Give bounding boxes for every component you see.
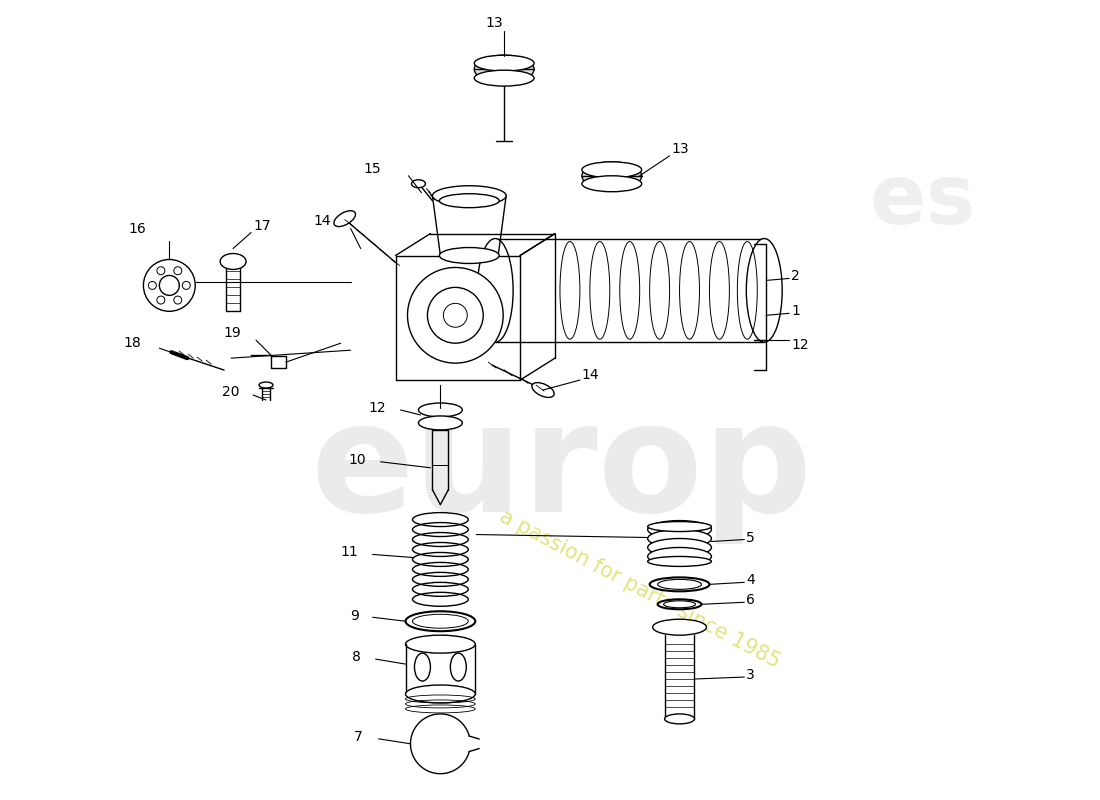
Text: 5: 5 <box>746 530 755 545</box>
Text: 8: 8 <box>352 650 361 664</box>
Text: 20: 20 <box>221 385 239 399</box>
Ellipse shape <box>582 176 641 192</box>
Ellipse shape <box>648 522 712 531</box>
Ellipse shape <box>439 194 499 208</box>
Text: 12: 12 <box>791 338 808 352</box>
Ellipse shape <box>746 238 782 342</box>
Ellipse shape <box>439 247 499 263</box>
Text: 19: 19 <box>223 326 241 340</box>
Text: 10: 10 <box>348 453 365 466</box>
Ellipse shape <box>406 685 475 703</box>
Text: es: es <box>869 160 976 241</box>
Text: 18: 18 <box>123 336 142 350</box>
Text: 12: 12 <box>367 401 386 415</box>
Ellipse shape <box>474 70 535 86</box>
Ellipse shape <box>143 259 195 311</box>
Text: 3: 3 <box>746 668 755 682</box>
Ellipse shape <box>532 382 554 398</box>
Ellipse shape <box>412 614 469 628</box>
Ellipse shape <box>220 254 246 270</box>
Ellipse shape <box>418 403 462 417</box>
Ellipse shape <box>406 611 475 631</box>
Ellipse shape <box>174 296 182 304</box>
Text: europ: europ <box>311 395 813 544</box>
Ellipse shape <box>648 521 712 538</box>
Ellipse shape <box>258 382 273 388</box>
Text: 14: 14 <box>582 368 600 382</box>
Ellipse shape <box>411 180 426 188</box>
Ellipse shape <box>443 303 468 327</box>
Text: 1: 1 <box>791 304 800 318</box>
Ellipse shape <box>658 599 702 610</box>
Text: 2: 2 <box>791 270 800 283</box>
Text: 14: 14 <box>314 214 331 228</box>
Ellipse shape <box>450 653 466 681</box>
Ellipse shape <box>663 601 695 608</box>
Ellipse shape <box>582 162 641 190</box>
Text: 15: 15 <box>363 162 381 176</box>
Ellipse shape <box>648 530 712 547</box>
Ellipse shape <box>648 538 712 557</box>
Text: 9: 9 <box>350 610 359 623</box>
Ellipse shape <box>334 210 355 226</box>
Text: 4: 4 <box>746 574 755 587</box>
Text: 13: 13 <box>672 142 690 156</box>
Ellipse shape <box>658 579 702 590</box>
Ellipse shape <box>652 619 706 635</box>
Ellipse shape <box>648 557 712 566</box>
Ellipse shape <box>415 653 430 681</box>
Text: 17: 17 <box>253 218 271 233</box>
Text: a passion for parts since 1985: a passion for parts since 1985 <box>496 506 783 672</box>
Text: 13: 13 <box>485 16 503 30</box>
Ellipse shape <box>407 267 503 363</box>
Ellipse shape <box>648 547 712 566</box>
Ellipse shape <box>160 275 179 295</box>
Ellipse shape <box>418 416 462 430</box>
Text: 6: 6 <box>746 594 756 607</box>
Text: 11: 11 <box>341 546 359 559</box>
Ellipse shape <box>664 714 694 724</box>
Ellipse shape <box>474 55 535 83</box>
Ellipse shape <box>157 296 165 304</box>
Ellipse shape <box>474 55 535 71</box>
Ellipse shape <box>582 162 641 178</box>
Ellipse shape <box>432 186 506 206</box>
Ellipse shape <box>406 635 475 653</box>
Ellipse shape <box>183 282 190 290</box>
Ellipse shape <box>174 266 182 274</box>
Ellipse shape <box>148 282 156 290</box>
Ellipse shape <box>650 578 710 591</box>
Text: 16: 16 <box>129 222 146 235</box>
Ellipse shape <box>157 266 165 274</box>
Ellipse shape <box>477 238 513 342</box>
Ellipse shape <box>428 287 483 343</box>
Text: 7: 7 <box>354 730 363 744</box>
